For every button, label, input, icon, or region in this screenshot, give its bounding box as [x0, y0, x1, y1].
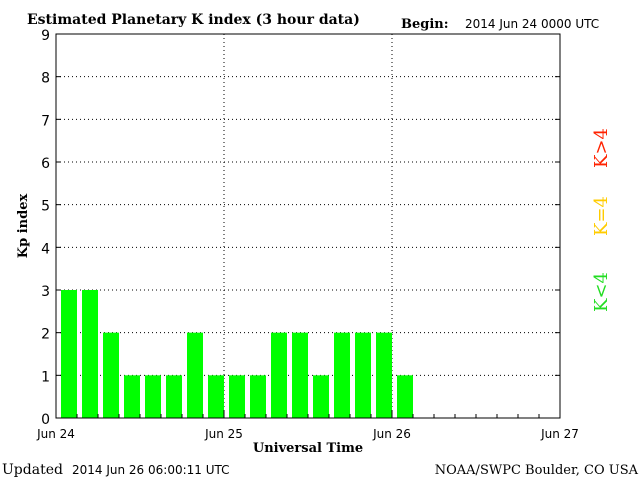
plot-area: 0 1 2 3 4 5 6 7 8 9 Jun 24 Jun 25 Jun 26 Jun 27: [36, 28, 579, 441]
bar: [124, 375, 140, 418]
y-axis-label: Kp index: [16, 194, 31, 259]
y-tick-label: 3: [41, 284, 50, 300]
bar: [187, 332, 203, 418]
y-tick-label: 1: [41, 369, 50, 385]
legend-k-above-4: K>4: [591, 128, 612, 168]
bar: [313, 375, 329, 418]
bar: [82, 290, 98, 418]
legend-k-equals-4: K=4: [591, 196, 612, 236]
updated-label: Updated: [2, 462, 63, 478]
bar: [208, 375, 224, 418]
legend-k-below-4: K<4: [591, 272, 612, 312]
bar: [334, 332, 350, 418]
y-tick-label: 8: [41, 71, 50, 87]
x-tick-label: Jun 24: [36, 427, 75, 441]
updated-value: 2014 Jun 26 06:00:11 UTC: [72, 463, 230, 477]
bar: [355, 332, 371, 418]
bar: [103, 332, 119, 418]
x-tick-label: Jun 25: [204, 427, 243, 441]
y-tick-label: 4: [41, 241, 50, 257]
y-tick-label: 2: [41, 327, 50, 343]
y-tick-label: 9: [41, 28, 50, 44]
bar: [145, 375, 161, 418]
bar: [292, 332, 308, 418]
bar: [229, 375, 245, 418]
x-axis-label: Universal Time: [253, 441, 363, 456]
bar: [61, 290, 77, 418]
bar: [376, 332, 392, 418]
bar: [271, 332, 287, 418]
bar: [397, 375, 413, 418]
x-tick-label: Jun 27: [540, 427, 579, 441]
y-tick-label: 0: [41, 412, 50, 428]
bar: [166, 375, 182, 418]
y-tick-label: 5: [41, 199, 50, 215]
y-tick-label: 6: [41, 156, 50, 172]
chart-title: Estimated Planetary K index (3 hour data…: [27, 12, 360, 28]
x-tick-label: Jun 26: [372, 427, 411, 441]
source-credit: NOAA/SWPC Boulder, CO USA: [435, 463, 639, 478]
begin-label: Begin:: [401, 17, 449, 32]
y-tick-label: 7: [41, 113, 50, 129]
bar: [250, 375, 266, 418]
begin-value: 2014 Jun 24 0000 UTC: [465, 17, 599, 31]
